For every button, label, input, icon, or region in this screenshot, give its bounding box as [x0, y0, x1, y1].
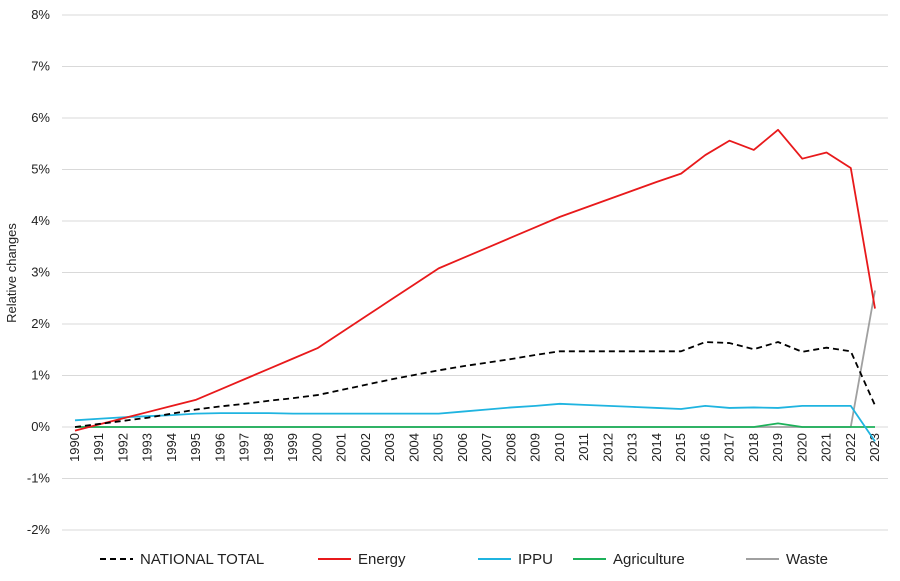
x-tick-label: 2003 [382, 433, 397, 462]
y-tick-label: -1% [27, 471, 51, 486]
y-tick-label: 8% [31, 7, 50, 22]
legend: NATIONAL TOTAL Energy IPPU Agriculture Waste [100, 551, 828, 568]
x-tick-label: 2023 [867, 433, 882, 462]
x-tick-label: 2013 [625, 433, 640, 462]
x-tick-label: 2009 [528, 433, 543, 462]
y-tick-label: 6% [31, 110, 50, 125]
x-tick-label: 2007 [479, 433, 494, 462]
x-tick-label: 2015 [673, 433, 688, 462]
series-line-agriculture [75, 422, 875, 428]
x-tick-label: 1993 [140, 433, 155, 462]
y-tick-label: 2% [31, 316, 50, 331]
x-tick-label: 2018 [746, 433, 761, 462]
series-line-ippu [74, 402, 876, 442]
legend-label: NATIONAL TOTAL [140, 551, 264, 568]
y-tick-label: 3% [31, 265, 50, 280]
y-tick-label: 0% [31, 419, 50, 434]
x-tick-label: 2012 [600, 433, 615, 462]
x-tick-label: 2000 [309, 433, 324, 462]
y-tick-label: 7% [31, 59, 50, 74]
y-tick-label: 5% [31, 162, 50, 177]
x-tick-label: 2011 [576, 433, 591, 461]
x-tick-label: 1995 [188, 433, 203, 462]
legend-label: Waste [786, 551, 828, 568]
x-axis-tick-labels: 1990 1991 1992 1993 1994 1995 1996 1997 1998 1999… [67, 433, 882, 462]
x-tick-label: 2021 [819, 433, 834, 462]
x-tick-label: 1992 [115, 433, 130, 462]
y-axis-tick-labels: -2% -1% 0% 1% 2% 3% 4% 5% 6% 7% 8% [27, 7, 51, 537]
y-tick-label: 4% [31, 213, 50, 228]
x-tick-label: 2008 [503, 433, 518, 462]
x-tick-label: 2010 [552, 433, 567, 462]
x-tick-label: 2002 [358, 433, 373, 462]
x-tick-label: 1999 [285, 433, 300, 462]
x-tick-label: 2004 [406, 433, 421, 462]
x-tick-label: 2016 [697, 433, 712, 462]
legend-label: Agriculture [613, 551, 685, 568]
y-tick-label: 1% [31, 368, 50, 383]
x-tick-label: 1990 [67, 433, 82, 462]
x-tick-label: 2014 [649, 433, 664, 462]
series-lines [74, 128, 876, 442]
x-tick-label: 1991 [91, 433, 106, 462]
legend-label: Energy [358, 551, 406, 568]
x-tick-label: 2017 [722, 433, 737, 462]
x-tick-label: 2022 [843, 433, 858, 462]
y-tick-label: -2% [27, 522, 51, 537]
x-tick-label: 1998 [261, 433, 276, 462]
x-tick-label: 2005 [431, 433, 446, 462]
y-axis-title: Relative changes [4, 223, 19, 323]
x-tick-label: 2020 [794, 433, 809, 462]
series-line-waste [75, 290, 876, 428]
x-tick-label: 2019 [770, 433, 785, 462]
series-line-national-total [74, 341, 876, 428]
gridlines [62, 14, 888, 531]
x-tick-label: 1997 [237, 433, 252, 462]
x-tick-label: 2001 [334, 433, 349, 462]
x-tick-label: 1996 [212, 433, 227, 462]
legend-label: IPPU [518, 551, 553, 568]
x-tick-label: 1994 [164, 433, 179, 462]
series-line-energy [74, 128, 876, 432]
x-tick-label: 2006 [455, 433, 470, 462]
